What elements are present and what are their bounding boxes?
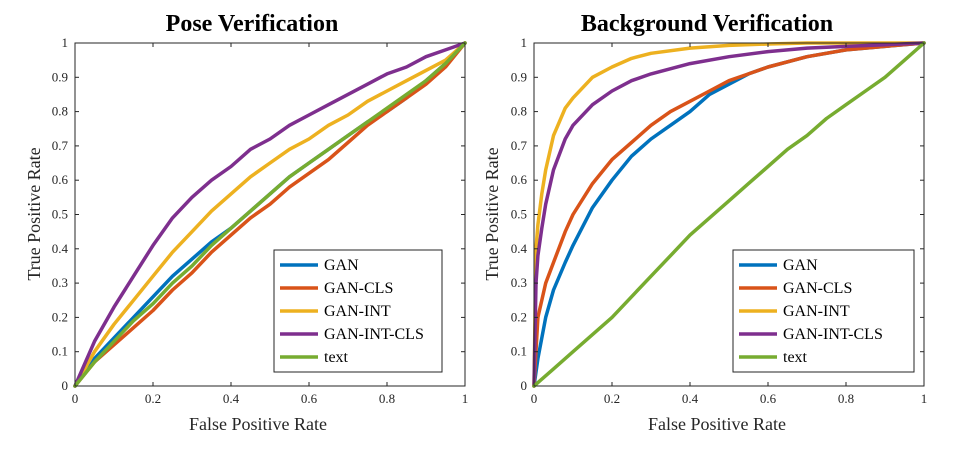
y-tick-label: 0.7 bbox=[511, 138, 528, 153]
y-tick-label: 0.7 bbox=[52, 138, 69, 153]
y-tick-label: 0.3 bbox=[52, 275, 68, 290]
legend-label: GAN-INT bbox=[324, 303, 391, 320]
legend-label: GAN-INT bbox=[783, 303, 850, 320]
x-axis-label: False Positive Rate bbox=[648, 414, 786, 434]
y-tick-label: 0.8 bbox=[511, 104, 527, 119]
y-tick-label: 0 bbox=[62, 378, 69, 393]
x-tick-label: 0.8 bbox=[379, 391, 395, 406]
y-tick-label: 0.6 bbox=[52, 172, 69, 187]
x-tick-label: 0.8 bbox=[838, 391, 854, 406]
y-tick-label: 0.1 bbox=[511, 344, 527, 359]
x-tick-label: 0.2 bbox=[604, 391, 620, 406]
x-tick-label: 0.4 bbox=[682, 391, 699, 406]
y-tick-label: 0.4 bbox=[52, 241, 69, 256]
series-line-gan-int-cls bbox=[73, 41, 467, 388]
chart-title: Background Verification bbox=[581, 11, 833, 37]
legend-label: GAN-INT-CLS bbox=[783, 326, 883, 343]
x-tick-label: 0 bbox=[72, 391, 79, 406]
legend-label: text bbox=[783, 349, 808, 366]
legend-label: text bbox=[324, 349, 349, 366]
y-tick-label: 0.5 bbox=[511, 207, 527, 222]
x-tick-label: 0.2 bbox=[145, 391, 161, 406]
legend: GAN GAN-CLS GAN-INT GAN-INT-CLS text bbox=[732, 249, 915, 373]
series-line-text bbox=[73, 41, 467, 388]
x-tick-label: 0 bbox=[531, 391, 538, 406]
y-tick-label: 0.9 bbox=[52, 69, 68, 84]
legend: GAN GAN-CLS GAN-INT GAN-INT-CLS text bbox=[273, 249, 443, 373]
y-tick-label: 0.8 bbox=[52, 104, 68, 119]
chart-title: Pose Verification bbox=[166, 11, 339, 37]
series-line-gan-int-cls bbox=[532, 41, 926, 388]
y-tick-label: 1 bbox=[62, 35, 69, 50]
y-tick-label: 0.1 bbox=[52, 344, 68, 359]
x-axis-label: False Positive Rate bbox=[189, 414, 327, 434]
legend-label: GAN-CLS bbox=[783, 280, 852, 297]
series-line-text bbox=[532, 41, 926, 388]
plot-area: 0 0.2 0.4 0.6 0.8 1 0 0.1 0.2 0.3 0.4 0.5 0.6 0.7 0.8 0… bbox=[511, 35, 928, 406]
y-tick-label: 0.4 bbox=[511, 241, 528, 256]
y-tick-label: 0.2 bbox=[511, 309, 527, 324]
series-line-gan-cls bbox=[532, 41, 926, 388]
y-tick-label: 0.2 bbox=[52, 309, 68, 324]
y-tick-label: 0 bbox=[521, 378, 528, 393]
series-line-gan-int bbox=[73, 41, 467, 388]
plot-area: 0 0.2 0.4 0.6 0.8 1 0 0.1 0.2 0.3 0.4 0.5 0.6 0.7 0.8 0… bbox=[52, 35, 469, 406]
y-axis-label: True Positive Rate bbox=[482, 147, 502, 280]
y-tick-label: 0.6 bbox=[511, 172, 528, 187]
x-tick-label: 0.6 bbox=[760, 391, 777, 406]
x-tick-label: 1 bbox=[462, 391, 469, 406]
chart-background-verification: Background Verification 0 0.2 0.4 0.6 0.8 100… bbox=[482, 11, 927, 434]
x-tick-label: 0.6 bbox=[301, 391, 318, 406]
series-line-gan-cls bbox=[73, 41, 467, 388]
x-tick-label: 0.4 bbox=[223, 391, 240, 406]
y-tick-label: 0.3 bbox=[511, 275, 527, 290]
legend-label: GAN-INT-CLS bbox=[324, 326, 424, 343]
legend-label: GAN bbox=[324, 257, 359, 274]
legend-label: GAN-CLS bbox=[324, 280, 393, 297]
legend-label: GAN bbox=[783, 257, 818, 274]
chart-pose-verification: Pose Verification 0 0.2 0.4 0.6 0.8 100.10.20… bbox=[24, 11, 468, 434]
y-tick-label: 0.9 bbox=[511, 69, 527, 84]
y-tick-label: 1 bbox=[521, 35, 528, 50]
x-tick-label: 1 bbox=[921, 391, 928, 406]
y-axis-label: True Positive Rate bbox=[24, 147, 44, 280]
y-tick-label: 0.5 bbox=[52, 207, 68, 222]
